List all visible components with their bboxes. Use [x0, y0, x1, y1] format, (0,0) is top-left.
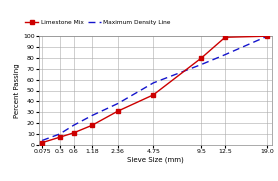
Maximum Density Line: [224, 54, 227, 56]
Limestone Mix: [116, 110, 120, 112]
Legend: Limestone Mix, Maximum Density Line: Limestone Mix, Maximum Density Line: [23, 17, 173, 27]
X-axis label: Sieve Size (mm): Sieve Size (mm): [127, 157, 184, 163]
Y-axis label: Percent Passing: Percent Passing: [14, 63, 20, 118]
Limestone Mix: [200, 57, 203, 59]
Limestone Mix: [265, 35, 269, 37]
Limestone Mix: [72, 132, 75, 134]
Maximum Density Line: [41, 139, 44, 142]
Line: Maximum Density Line: Maximum Density Line: [42, 36, 267, 140]
Line: Limestone Mix: Limestone Mix: [40, 34, 269, 144]
Limestone Mix: [152, 94, 155, 96]
Limestone Mix: [90, 124, 94, 126]
Limestone Mix: [58, 136, 61, 138]
Limestone Mix: [41, 142, 44, 144]
Maximum Density Line: [72, 124, 75, 126]
Maximum Density Line: [58, 133, 61, 135]
Maximum Density Line: [200, 63, 203, 66]
Maximum Density Line: [90, 114, 94, 117]
Maximum Density Line: [265, 35, 269, 37]
Maximum Density Line: [152, 82, 155, 84]
Maximum Density Line: [116, 102, 120, 105]
Limestone Mix: [224, 36, 227, 38]
